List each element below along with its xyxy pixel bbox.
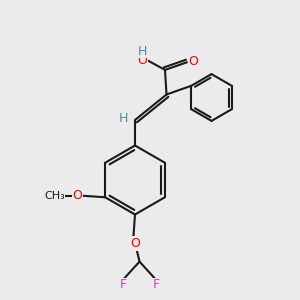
Text: F: F xyxy=(119,278,127,291)
Text: O: O xyxy=(188,55,198,68)
Text: O: O xyxy=(73,189,82,202)
Text: O: O xyxy=(138,54,147,68)
Text: CH₃: CH₃ xyxy=(44,191,65,201)
Text: H: H xyxy=(138,45,147,58)
Text: O: O xyxy=(130,237,140,250)
Text: H: H xyxy=(119,112,128,125)
Text: F: F xyxy=(152,278,160,291)
